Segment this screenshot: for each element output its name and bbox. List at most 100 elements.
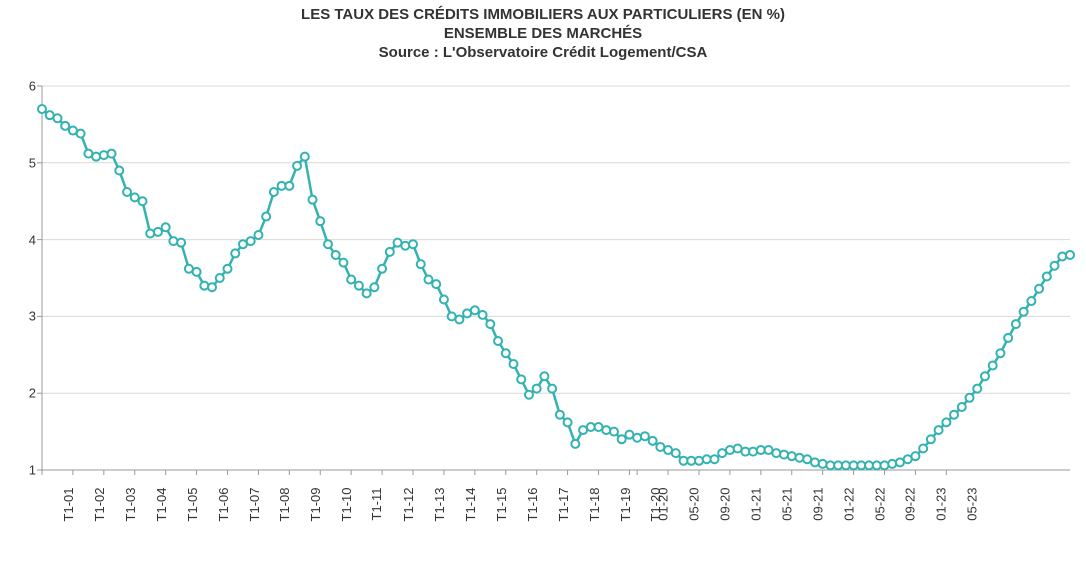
x-tick-label: T1-15 — [494, 488, 509, 522]
title-line-3: Source : L'Observatoire Crédit Logement/… — [0, 44, 1086, 63]
data-point — [981, 372, 989, 380]
y-tick-label: 1 — [12, 463, 36, 478]
data-point — [880, 461, 888, 469]
data-point — [788, 452, 796, 460]
data-point — [571, 440, 579, 448]
data-point — [888, 460, 896, 468]
plot-area — [42, 86, 1070, 470]
x-tick-label: T1-01 — [61, 488, 76, 522]
data-point — [494, 337, 502, 345]
data-point — [200, 282, 208, 290]
data-point — [53, 114, 61, 122]
data-point — [935, 426, 943, 434]
data-point — [169, 237, 177, 245]
data-point — [471, 306, 479, 314]
data-point — [355, 282, 363, 290]
data-point — [386, 248, 394, 256]
x-tick-label: 05-22 — [872, 488, 887, 521]
x-tick-label: 01-22 — [841, 488, 856, 521]
y-tick-label: 4 — [12, 232, 36, 247]
data-point — [123, 188, 131, 196]
data-point — [811, 458, 819, 466]
x-tick-label: T1-06 — [216, 488, 231, 522]
data-point — [193, 268, 201, 276]
data-point — [795, 454, 803, 462]
data-point — [216, 274, 224, 282]
x-tick-label: T1-05 — [185, 488, 200, 522]
data-point — [641, 432, 649, 440]
data-point — [602, 426, 610, 434]
data-point — [649, 437, 657, 445]
data-point — [231, 249, 239, 257]
data-point — [455, 315, 463, 323]
data-point — [378, 265, 386, 273]
data-point — [293, 162, 301, 170]
data-point — [38, 105, 46, 113]
data-point — [347, 276, 355, 284]
data-point — [1043, 272, 1051, 280]
data-point — [432, 280, 440, 288]
data-point — [1020, 308, 1028, 316]
title-line-2: ENSEMBLE DES MARCHÉS — [0, 25, 1086, 44]
data-point — [177, 239, 185, 247]
data-point — [919, 444, 927, 452]
data-point — [115, 166, 123, 174]
data-point — [363, 289, 371, 297]
data-point — [564, 418, 572, 426]
x-tick-label: T1-19 — [617, 488, 632, 522]
x-tick-label: 09-20 — [717, 488, 732, 521]
x-tick-label: T1-18 — [587, 488, 602, 522]
data-point — [509, 360, 517, 368]
x-tick-label: 01-21 — [748, 488, 763, 521]
data-point — [973, 385, 981, 393]
x-tick-label: 01-20 — [655, 488, 670, 521]
data-point — [1004, 334, 1012, 342]
data-point — [517, 375, 525, 383]
y-tick-label: 6 — [12, 79, 36, 94]
data-point — [108, 150, 116, 158]
x-tick-label: T1-09 — [308, 488, 323, 522]
x-tick-label: T1-16 — [525, 488, 540, 522]
data-point — [772, 449, 780, 457]
x-tick-label: T1-08 — [277, 488, 292, 522]
data-point — [726, 446, 734, 454]
x-tick-label: T1-13 — [432, 488, 447, 522]
data-point — [525, 391, 533, 399]
data-point — [424, 276, 432, 284]
data-point — [409, 240, 417, 248]
x-tick-label: T1-02 — [92, 488, 107, 522]
data-point — [77, 130, 85, 138]
y-tick-label: 5 — [12, 155, 36, 170]
data-point — [533, 385, 541, 393]
x-tick-label: T1-11 — [369, 488, 384, 521]
x-tick-label: T1-03 — [123, 488, 138, 522]
data-point — [339, 259, 347, 267]
x-tick-label: 05-23 — [965, 488, 980, 521]
data-point — [486, 320, 494, 328]
data-point — [672, 449, 680, 457]
data-point — [92, 153, 100, 161]
data-point — [324, 240, 332, 248]
data-point — [301, 153, 309, 161]
data-point — [958, 403, 966, 411]
x-tick-label: 05-20 — [686, 488, 701, 521]
data-point — [61, 122, 69, 130]
data-point — [154, 228, 162, 236]
title-line-1: LES TAUX DES CRÉDITS IMMOBILIERS AUX PAR… — [0, 6, 1086, 25]
data-point — [138, 197, 146, 205]
data-point — [927, 435, 935, 443]
chart-container: LES TAUX DES CRÉDITS IMMOBILIERS AUX PAR… — [0, 0, 1086, 564]
x-tick-label: 01-23 — [934, 488, 949, 521]
data-point — [996, 349, 1004, 357]
data-point — [966, 394, 974, 402]
data-point — [950, 411, 958, 419]
data-point — [224, 265, 232, 273]
data-point — [401, 242, 409, 250]
data-point — [911, 452, 919, 460]
data-point — [254, 231, 262, 239]
x-tick-label: T1-17 — [556, 488, 571, 522]
x-tick-label: T1-10 — [339, 488, 354, 522]
data-point — [502, 349, 510, 357]
data-point — [262, 213, 270, 221]
data-point — [208, 283, 216, 291]
